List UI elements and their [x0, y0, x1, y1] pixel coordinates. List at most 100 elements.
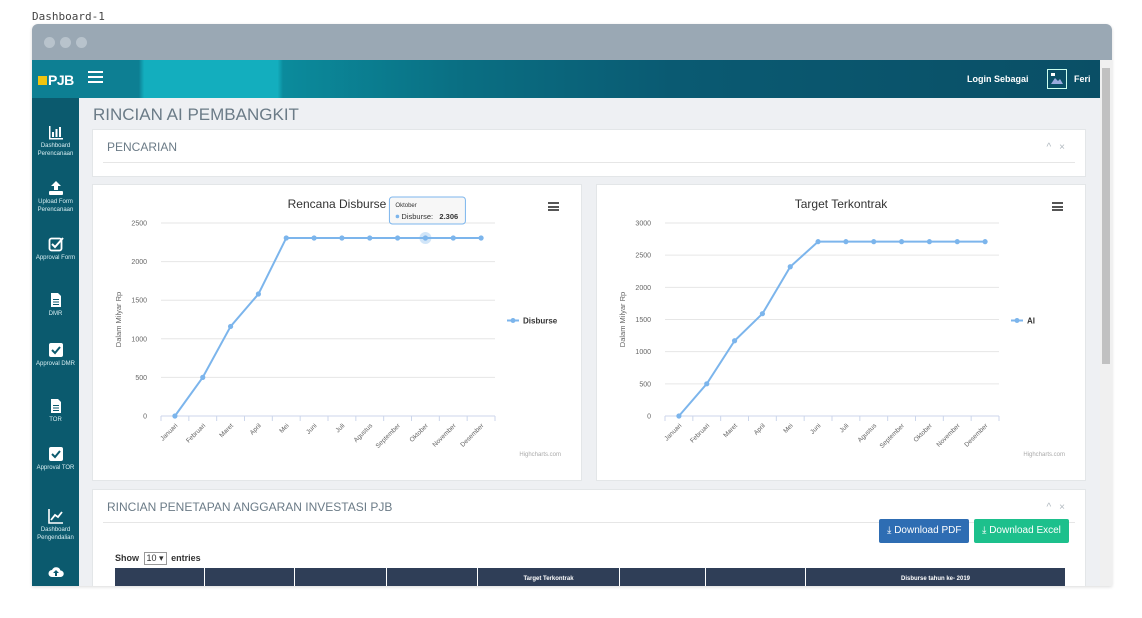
y-tick-label: 2000: [131, 259, 147, 266]
document-icon: [50, 293, 61, 307]
logo-text: PJB: [48, 72, 74, 88]
x-tick-label: Mei: [782, 422, 794, 434]
y-tick-label: 500: [135, 375, 147, 382]
sidebar-item-dmr[interactable]: DMR: [32, 292, 79, 318]
x-tick-label: Mei: [278, 422, 290, 434]
table-header-cell[interactable]: [387, 568, 478, 586]
table-header-cell[interactable]: Target Terkontrak: [478, 568, 620, 586]
legend-label: Disburse: [523, 317, 558, 326]
table-header-cell[interactable]: Disburse tahun ke- 2019: [900, 576, 971, 582]
chart-title: Rencana Disburse: [287, 197, 387, 211]
download-pdf-button[interactable]: ⤓ Download PDF: [879, 519, 970, 543]
main-content: RINCIAN AI PEMBANGKIT PENCARIAN ^× Renca…: [79, 98, 1100, 586]
x-tick-label: Januari: [159, 422, 179, 442]
chart-rencana-disburse: 0 500 1000 1500 2000 2500 Januari Februari Maret…: [114, 196, 558, 450]
chart-menu-icon[interactable]: [1052, 202, 1063, 211]
entries-label: entries: [171, 553, 201, 563]
data-point: [200, 374, 206, 380]
cloud-upload-icon: [48, 567, 64, 577]
y-tick-label: 500: [639, 381, 651, 388]
sidebar-item-dashboard-pengendalian[interactable]: Dashboard Pengendalian: [32, 508, 79, 542]
x-tick-label: Juli: [334, 422, 346, 434]
x-tick-label: Juni: [809, 422, 822, 435]
table-header-cell[interactable]: [115, 568, 205, 586]
sidebar-item-approval-dmr[interactable]: Approval DMR: [32, 342, 79, 368]
chart-credits[interactable]: Highcharts.com: [1023, 452, 1065, 458]
data-point: [283, 235, 289, 241]
login-label: Login Sebagai: [967, 74, 1029, 84]
y-tick-label: 1500: [131, 298, 147, 305]
panel-tools: ^×: [1046, 502, 1073, 513]
sidebar-item-label: Approval DMR: [35, 361, 75, 367]
browser-window: PJB Login Sebagai Feri Dashboard Perenca…: [32, 24, 1112, 586]
hamburger-menu-icon[interactable]: [88, 71, 103, 85]
search-panel-title: PENCARIAN: [107, 140, 178, 154]
sidebar-item-label: Approval TOR: [36, 465, 75, 471]
collapse-icon[interactable]: ^: [1046, 142, 1060, 153]
window-titlebar: [32, 24, 1112, 60]
window-minimize-dot[interactable]: [60, 37, 71, 48]
x-tick-label: November: [432, 422, 459, 449]
check-square-icon: [48, 447, 63, 461]
y-tick-label: 3000: [635, 221, 651, 228]
data-point: [926, 239, 933, 245]
data-point: [815, 239, 821, 245]
sidebar-item-approval-form[interactable]: Approval Form: [32, 236, 79, 262]
data-point: [898, 239, 905, 245]
sidebar-item-label: TOR: [49, 417, 62, 423]
x-tick-label: Maret: [218, 422, 235, 439]
x-tick-label: Juni: [305, 422, 318, 435]
search-panel: PENCARIAN ^×: [92, 129, 1086, 177]
x-tick-label: Oktober: [913, 422, 935, 444]
table-header-cell[interactable]: [295, 568, 387, 586]
x-tick-label: Agustus: [353, 422, 375, 444]
table-header-cell[interactable]: [620, 568, 706, 586]
tooltip-label: Disburse:: [401, 212, 433, 221]
rincian-panel-title: RINCIAN PENETAPAN ANGGARAN INVESTASI PJB: [107, 500, 393, 514]
panel-tools: ^×: [1046, 142, 1073, 153]
show-entries-control: Show 10 ▾ entries: [115, 552, 201, 565]
close-icon[interactable]: ×: [1059, 142, 1073, 153]
sidebar-item-upload-form[interactable]: Upload Form Perencanaan: [32, 180, 79, 214]
sidebar-item-tor[interactable]: TOR: [32, 398, 79, 424]
panel-divider: [103, 162, 1075, 163]
data-point: [311, 235, 317, 241]
sidebar-item-approval-tor[interactable]: Approval TOR: [32, 446, 79, 472]
pjb-logo[interactable]: PJB: [38, 72, 74, 88]
data-point: [450, 235, 456, 241]
data-point: [871, 239, 877, 245]
window-close-dot[interactable]: [44, 37, 55, 48]
x-tick-label: Agustus: [857, 422, 879, 444]
legend-label: AI: [1027, 317, 1035, 326]
chart-panel-target-terkontrak: Target Terkontrak 0 500 1000 1500 2000 2500 30…: [596, 184, 1086, 481]
sidebar-item-label: Dashboard Pengendalian: [37, 527, 74, 541]
data-point: [704, 381, 710, 387]
window-maximize-dot[interactable]: [76, 37, 87, 48]
data-point: [367, 235, 373, 241]
sidebar-item-cloud-upload[interactable]: [32, 564, 79, 582]
data-point: [227, 323, 234, 330]
vertical-scrollbar[interactable]: [1100, 60, 1112, 586]
table-header-cell[interactable]: [205, 568, 295, 586]
close-icon[interactable]: ×: [1059, 502, 1073, 513]
scrollbar-thumb[interactable]: [1102, 68, 1110, 364]
line-chart-icon: [47, 509, 63, 524]
checkbox-icon: [48, 237, 64, 252]
sidebar-item-label: Upload Form Perencanaan: [37, 199, 74, 213]
entries-select[interactable]: 10 ▾: [143, 552, 167, 565]
table-header: Target Terkontrak Disburse tahun ke- 201…: [115, 568, 1065, 586]
user-avatar-icon[interactable]: [1047, 69, 1067, 89]
y-tick-label: 2500: [635, 253, 651, 260]
sidebar-item-dashboard-perencanaan[interactable]: Dashboard Perencanaan: [32, 124, 79, 158]
y-axis-label: Dalam Milyar Rp: [618, 292, 627, 347]
download-excel-button[interactable]: ⤓ Download Excel: [974, 519, 1069, 543]
collapse-icon[interactable]: ^: [1046, 502, 1060, 513]
y-tick-label: 2500: [131, 221, 147, 228]
legend-marker: [1014, 318, 1020, 323]
tooltip-category: Oktober: [395, 203, 416, 209]
chart-credits[interactable]: Highcharts.com: [519, 452, 561, 458]
table-header-cell[interactable]: [706, 568, 806, 586]
user-name[interactable]: Feri: [1074, 74, 1091, 84]
y-tick-label: 2000: [635, 285, 651, 292]
chart-menu-icon[interactable]: [548, 202, 559, 211]
